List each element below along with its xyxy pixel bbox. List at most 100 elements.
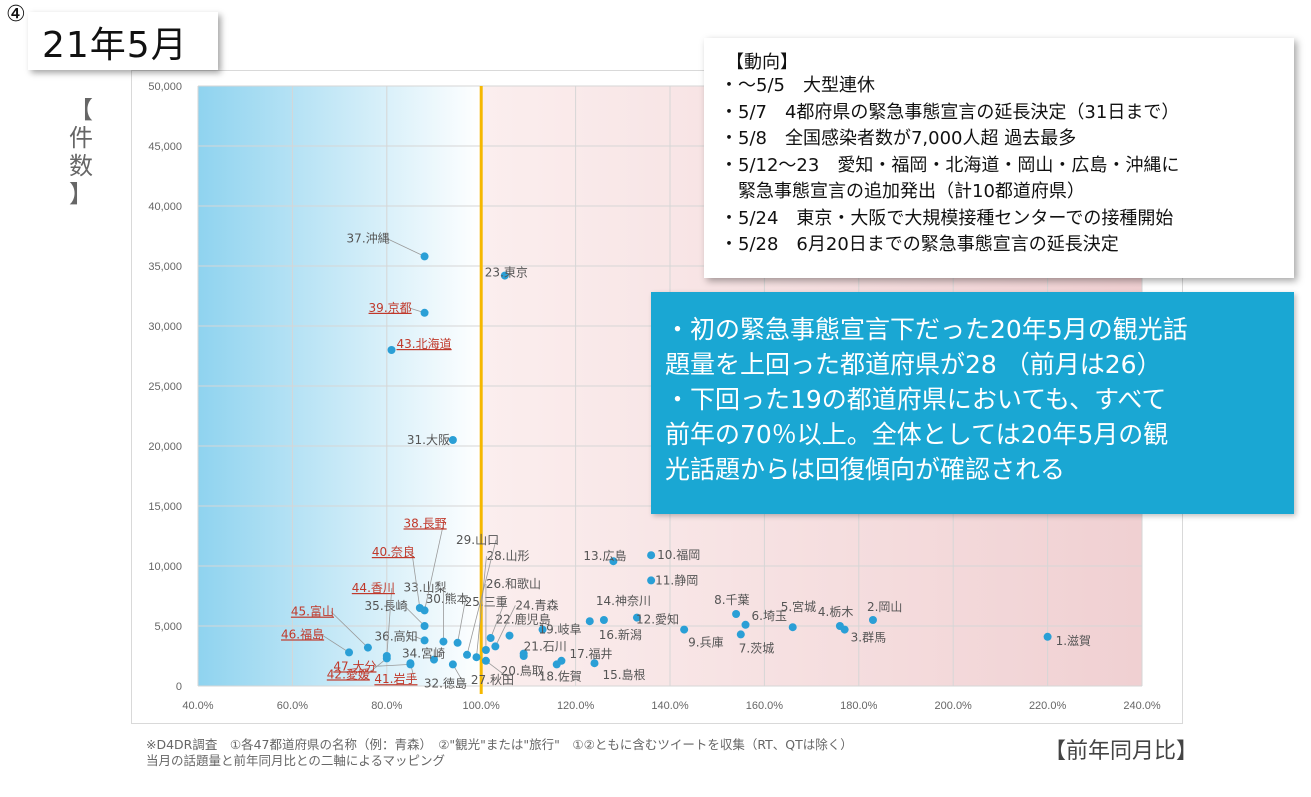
highlight-line: ・初の緊急事態宣言下だった20年5月の観光話 <box>665 315 1188 344</box>
data-point-label: 30.熊本 <box>426 591 469 606</box>
trend-item: ・5/28 6月20日までの緊急事態宣言の延長決定 <box>720 234 1119 255</box>
x-tick-label: 140.0% <box>651 700 689 712</box>
data-point-label: 46.福島 <box>281 626 324 641</box>
x-tick-label: 80.0% <box>371 700 402 712</box>
trend-list: ・～5/5 大型連休 ・5/7 4都府県の緊急事態宣言の延長決定（31日まで） … <box>720 73 1179 259</box>
data-point-label: 19.岐阜 <box>539 623 582 637</box>
label-leader-line <box>495 605 516 647</box>
trend-item: ・5/7 4都府県の緊急事態宣言の延長決定（31日まで） <box>720 101 1180 123</box>
data-point-label: 23.東京 <box>485 266 528 280</box>
data-point <box>552 660 561 669</box>
data-point-label: 42.愛媛 <box>327 667 370 681</box>
y-tick-label: 5,000 <box>154 621 182 633</box>
data-point <box>647 551 656 560</box>
data-point <box>481 646 490 654</box>
trend-item: ・5/8 全国感染者数が7,000人超 過去最多 <box>720 128 1077 149</box>
y-axis-title-char: 件 <box>69 124 93 152</box>
label-leader-line <box>411 551 421 609</box>
data-point-label: 34.宮崎 <box>402 646 445 661</box>
label-leader-line <box>373 664 411 667</box>
data-point-label: 47.大分 <box>333 659 376 673</box>
data-point <box>453 638 462 647</box>
label-leader-line <box>490 601 506 639</box>
data-point <box>420 252 429 261</box>
data-point <box>420 308 429 317</box>
data-point-label: 37.沖縄 <box>347 230 390 245</box>
data-point-label: 28.山形 <box>486 549 529 563</box>
data-point-label: 26.和歌山 <box>486 576 541 591</box>
data-point-label: 12.愛知 <box>636 613 679 627</box>
data-point-label: 24.青森 <box>515 597 558 612</box>
data-point <box>835 622 844 630</box>
data-point <box>406 660 415 669</box>
data-point-label: 22.鹿児島 <box>496 612 551 627</box>
data-point <box>647 576 656 585</box>
data-point <box>448 436 457 444</box>
x-tick-label: 160.0% <box>746 700 784 712</box>
data-point-label: 2.岡山 <box>867 600 902 614</box>
data-point <box>345 648 354 657</box>
data-point-label: 40.奈良 <box>372 544 415 559</box>
data-point-label: 44.香川 <box>352 581 395 595</box>
data-point <box>363 643 372 652</box>
data-point <box>472 653 481 662</box>
data-point-label: 14.神奈川 <box>596 594 651 608</box>
data-point-label: 5.宮城 <box>781 599 816 614</box>
highlight-box: ・初の緊急事態宣言下だった20年5月の観光話 題量を上回った都道府県が28 （前… <box>651 292 1294 514</box>
data-point-label: 18.佐賀 <box>539 669 582 683</box>
data-point-label: 36.高知 <box>375 628 418 643</box>
data-point <box>788 623 797 632</box>
data-point-label: 1.滋賀 <box>1056 634 1091 648</box>
data-point <box>430 655 438 664</box>
x-tick-label: 120.0% <box>557 700 595 712</box>
data-point <box>585 617 594 626</box>
data-point <box>387 346 396 354</box>
data-point <box>420 622 429 630</box>
data-point <box>590 659 599 668</box>
data-point <box>415 604 424 612</box>
x-tick-label: 60.0% <box>277 700 308 712</box>
y-tick-label: 45,000 <box>148 141 182 153</box>
data-point-label: 29.山口 <box>456 533 499 547</box>
y-tick-label: 15,000 <box>148 501 182 513</box>
x-tick-label: 200.0% <box>935 700 973 712</box>
x-tick-label: 180.0% <box>840 700 878 712</box>
y-tick-label: 35,000 <box>148 261 182 273</box>
data-point <box>491 642 500 651</box>
data-point <box>599 616 608 624</box>
data-point-label: 41.岩手 <box>374 671 417 686</box>
data-point <box>1043 632 1052 641</box>
label-leader-line <box>457 598 466 643</box>
data-point-label: 32.徳島 <box>424 675 467 690</box>
data-point-label: 39.京都 <box>369 301 412 315</box>
data-point-label: 8.千葉 <box>714 593 749 607</box>
y-tick-label: 30,000 <box>148 321 182 333</box>
data-point-label: 17.福井 <box>569 646 612 661</box>
data-point-label: 15.島根 <box>602 667 645 682</box>
title-box: 21年5月 <box>28 12 218 70</box>
data-point-label: 27.秋田 <box>471 673 514 687</box>
data-point-label: 20.鳥取 <box>501 663 544 678</box>
x-tick-label: 100.0% <box>463 700 501 712</box>
x-axis-title: 【前年同月比】 <box>1044 739 1199 764</box>
data-point <box>448 660 457 669</box>
data-point <box>732 610 741 618</box>
trend-heading: 【動向】 <box>726 52 798 73</box>
highlight-line: 光話題からは回復傾向が確認される <box>665 455 1066 484</box>
y-tick-label: 0 <box>176 681 182 693</box>
data-point-label: 13.広島 <box>583 548 626 563</box>
highlight-line: 前年の70％以上。全体としては20年5月の観 <box>665 420 1169 449</box>
label-leader-line <box>466 539 497 655</box>
slide-number: ④ <box>6 2 26 27</box>
y-tick-label: 25,000 <box>148 381 182 393</box>
y-axis-title-char: 【 <box>69 96 93 124</box>
x-tick-label: 220.0% <box>1029 700 1067 712</box>
y-axis-title-char: 数 <box>69 152 93 180</box>
label-leader-line <box>386 587 393 657</box>
data-point-label: 11.静岡 <box>655 573 698 587</box>
x-tick-label: 240.0% <box>1123 700 1161 712</box>
data-point <box>680 625 689 634</box>
y-tick-label: 10,000 <box>148 561 182 573</box>
label-leader-line <box>476 556 487 658</box>
footnote-line: 当月の話題量と前年同月比との二軸によるマッピング <box>146 753 446 768</box>
